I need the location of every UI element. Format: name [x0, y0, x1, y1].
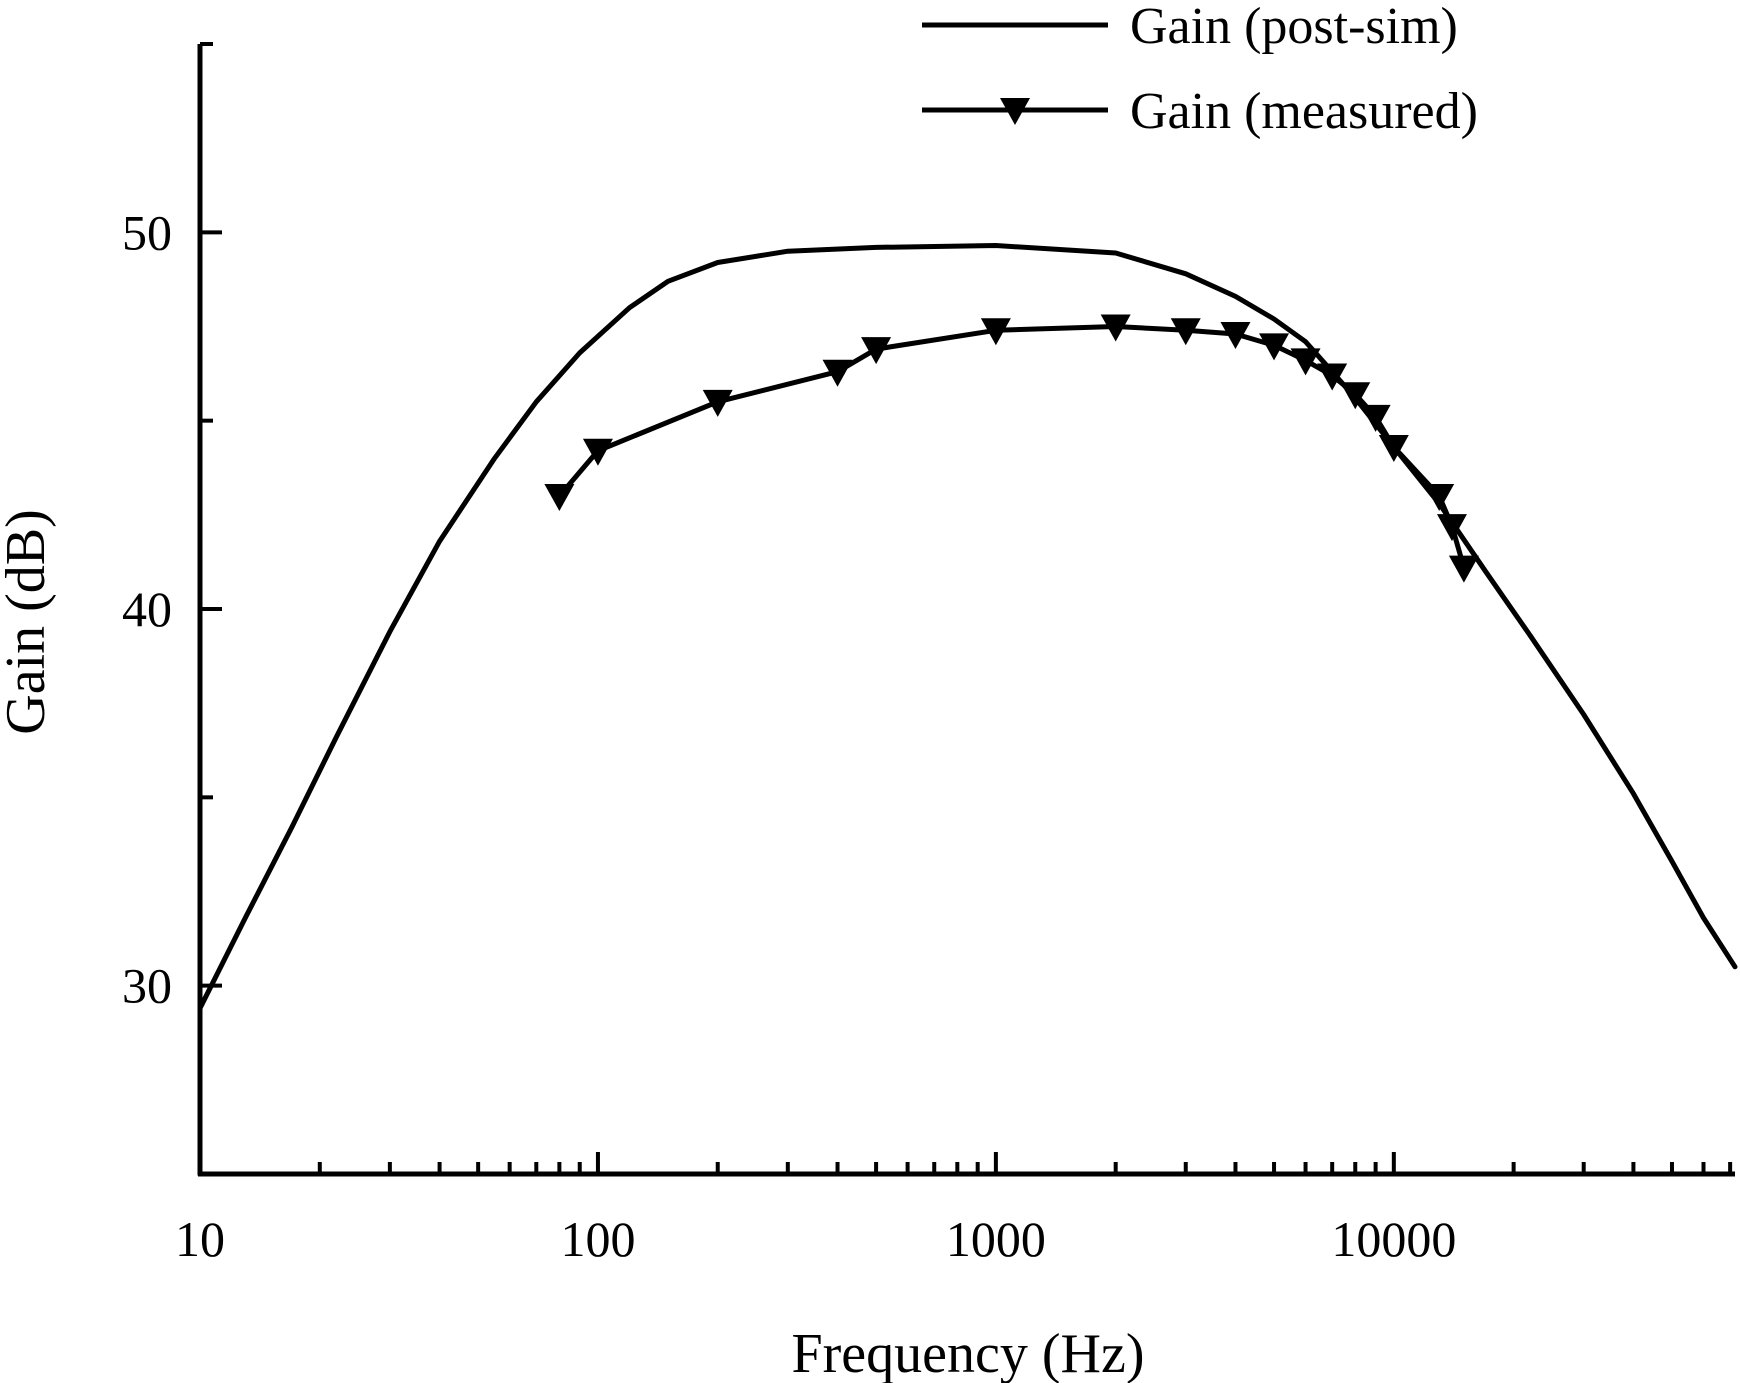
measured-marker — [702, 389, 733, 417]
series-line-2 — [556, 324, 1467, 571]
measured-marker — [822, 359, 853, 387]
measured-marker — [1170, 318, 1201, 346]
measured-marker — [1100, 314, 1131, 342]
measured-marker — [1436, 514, 1467, 542]
measured-marker — [1259, 333, 1290, 361]
measured-marker — [1378, 435, 1409, 463]
measured-marker — [1340, 382, 1371, 410]
x-tick-label: 10 — [175, 1211, 225, 1267]
y-tick-label: 30 — [122, 958, 172, 1014]
measured-marker — [544, 484, 575, 511]
measured-marker — [1220, 322, 1251, 350]
measured-marker — [1290, 348, 1321, 376]
legend-marker — [1000, 98, 1030, 125]
x-tick-label: 1000 — [946, 1211, 1046, 1267]
series-line-1 — [197, 243, 1738, 1011]
measured-marker — [980, 318, 1011, 346]
y-axis-title: Gain (dB) — [0, 509, 57, 735]
measured-marker — [582, 438, 613, 466]
measured-marker — [1448, 555, 1479, 583]
x-tick-label: 100 — [560, 1211, 635, 1267]
axes: 30 40 50 10 100 1000 10000 — [122, 42, 1735, 1267]
series-layer — [197, 243, 1738, 1011]
x-axis-title: Frequency (Hz) — [792, 1323, 1145, 1383]
measured-marker — [1424, 484, 1455, 511]
y-tick-label: 50 — [122, 204, 172, 260]
legend: Gain (post-sim) Gain (measured) — [922, 0, 1478, 140]
legend-label-2: Gain (measured) — [1130, 83, 1478, 140]
x-tick-label: 10000 — [1331, 1211, 1456, 1267]
measured-marker — [1317, 363, 1348, 391]
legend-label-1: Gain (post-sim) — [1130, 0, 1458, 55]
y-tick-label: 40 — [122, 581, 172, 637]
measured-marker — [861, 337, 892, 365]
measured-marker — [1360, 404, 1391, 432]
